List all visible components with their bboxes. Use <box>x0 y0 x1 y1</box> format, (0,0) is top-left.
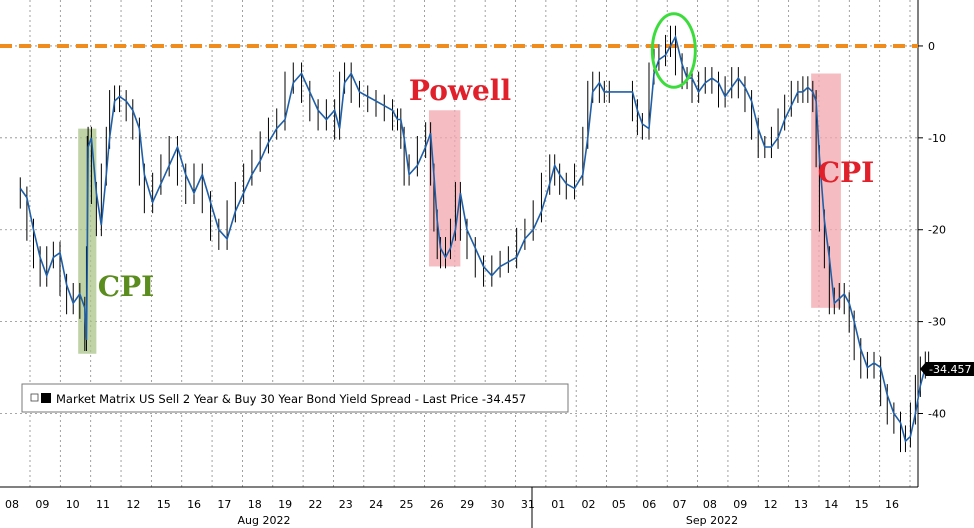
x-tick-label: 08 <box>703 498 717 511</box>
legend-expand-icon <box>30 393 39 402</box>
series-line <box>19 34 930 443</box>
x-tick-label: 02 <box>582 498 596 511</box>
x-tick-label: 16 <box>187 498 201 511</box>
x-tick-label: 09 <box>35 498 49 511</box>
last-price-badge: -34.457 <box>920 362 974 376</box>
x-tick-label: 22 <box>308 498 322 511</box>
month-label: Sep 2022 <box>686 514 738 527</box>
x-tick-label: 16 <box>885 498 899 511</box>
highlight-circle <box>650 12 697 89</box>
x-tick-label: 29 <box>460 498 474 511</box>
x-tick-label: 30 <box>491 498 505 511</box>
month-label: Aug 2022 <box>238 514 291 527</box>
y-tick-label: -40 <box>928 407 946 420</box>
x-tick-label: 24 <box>369 498 383 511</box>
y-tick-label: 0 <box>928 40 935 53</box>
x-tick-label: 25 <box>399 498 413 511</box>
x-tick-label: 12 <box>764 498 778 511</box>
cpi-aug-label: CPI <box>98 270 154 303</box>
cpi-sep-label: CPI <box>818 156 874 189</box>
x-tick-label: 19 <box>278 498 292 511</box>
x-tick-label: 06 <box>642 498 656 511</box>
y-tick-label: -10 <box>928 132 946 145</box>
x-tick-label: 15 <box>855 498 869 511</box>
x-tick-label: 14 <box>824 498 838 511</box>
x-tick-label: 01 <box>551 498 565 511</box>
y-axis-ticks: 0 -10 -20 -30 -40 <box>918 40 946 420</box>
last-price-label: -34.457 <box>929 363 971 376</box>
annotation-highlights <box>78 73 841 354</box>
legend-swatch-icon <box>41 393 51 403</box>
x-tick-label: 26 <box>430 498 444 511</box>
x-tick-label: 12 <box>126 498 140 511</box>
x-tick-label: 23 <box>339 498 353 511</box>
x-tick-label: 09 <box>733 498 747 511</box>
y-tick-label: -30 <box>928 316 946 329</box>
y-tick-label: -20 <box>928 224 946 237</box>
x-tick-label: 15 <box>157 498 171 511</box>
x-tick-label: 07 <box>673 498 687 511</box>
x-tick-label: 13 <box>794 498 808 511</box>
x-tick-label: 31 <box>521 498 535 511</box>
x-tick-label: 17 <box>217 498 231 511</box>
annotation-labels: CPI Powell CPI <box>98 74 874 303</box>
legend-label: Market Matrix US Sell 2 Year & Buy 30 Ye… <box>56 392 526 406</box>
x-tick-label: 10 <box>66 498 80 511</box>
legend: Market Matrix US Sell 2 Year & Buy 30 Ye… <box>21 383 569 413</box>
x-tick-label: 05 <box>612 498 626 511</box>
x-tick-label: 18 <box>248 498 262 511</box>
powell-label: Powell <box>409 74 511 107</box>
x-axis-ticks: 08 09 10 11 12 15 16 17 18 19 22 23 24 25 26 29 30 31 01 02… <box>5 498 899 527</box>
x-tick-label: 08 <box>5 498 19 511</box>
x-tick-label: 11 <box>96 498 110 511</box>
